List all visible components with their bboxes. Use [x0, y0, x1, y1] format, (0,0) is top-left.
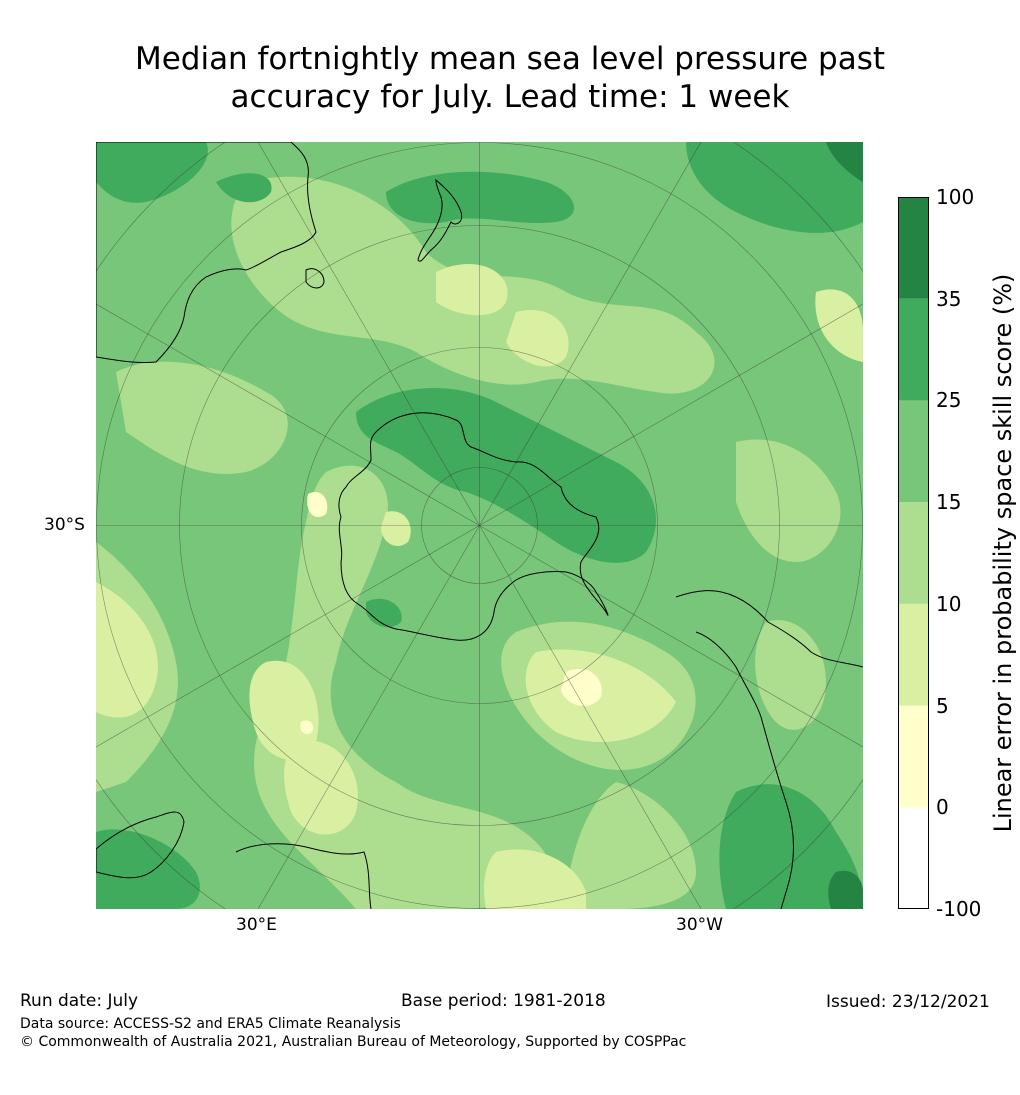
polar-skill-map	[96, 142, 863, 909]
madagascar-coast	[235, 843, 372, 909]
colorbar-level-label: 0	[936, 795, 949, 820]
lat-tick-label: 30°S	[44, 515, 85, 535]
tasmania-coast	[305, 268, 325, 289]
data-source: Data source: ACCESS-S2 and ERA5 Climate …	[20, 1016, 401, 1032]
south-america-coast	[675, 590, 863, 909]
colorbar-swatch-6	[898, 197, 929, 299]
colorbar-swatch-3	[898, 502, 929, 604]
colorbar-title: Linear error in probability space skill …	[989, 273, 1017, 833]
skill-band-25-35	[96, 142, 863, 909]
new-zealand-coast	[417, 178, 463, 262]
colorbar-swatches	[898, 197, 929, 909]
issued-date: Issued: 23/12/2021	[826, 992, 990, 1012]
title-line-2: accuracy for July. Lead time: 1 week	[230, 79, 790, 115]
copyright: © Commonwealth of Australia 2021, Austra…	[20, 1034, 687, 1050]
skill-band-35-100	[826, 142, 863, 909]
graticule	[96, 142, 863, 909]
australia-coast	[96, 142, 317, 363]
colorbar-level-label: 100	[936, 185, 975, 209]
colorbar-swatch-1	[898, 705, 929, 808]
colorbar-swatch-5	[898, 298, 929, 401]
skill-band-5-10	[96, 263, 863, 909]
colorbar-level-label: 25	[936, 388, 962, 413]
map-title: Median fortnightly mean sea level pressu…	[0, 40, 1020, 116]
colorbar	[898, 197, 929, 909]
base-period: Base period: 1981-2018	[401, 991, 606, 1011]
coastlines	[96, 142, 863, 909]
run-date: Run date: July	[20, 991, 139, 1011]
colorbar-swatch-0	[898, 807, 929, 909]
colorbar-swatch-2	[898, 603, 929, 706]
title-line-1: Median fortnightly mean sea level pressu…	[134, 41, 886, 77]
colorbar-level-label: -100	[936, 897, 982, 921]
lon-tick-label-east: 30°E	[236, 915, 277, 935]
colorbar-level-label: 15	[936, 490, 962, 515]
africa-coast	[96, 811, 185, 879]
lon-tick-label-west: 30°W	[676, 915, 723, 935]
colorbar-level-label: 10	[936, 591, 962, 616]
antarctica-coast	[338, 412, 609, 641]
colorbar-swatch-4	[898, 400, 929, 503]
colorbar-level-label: 35	[936, 286, 962, 311]
colorbar-level-label: 5	[936, 693, 949, 718]
